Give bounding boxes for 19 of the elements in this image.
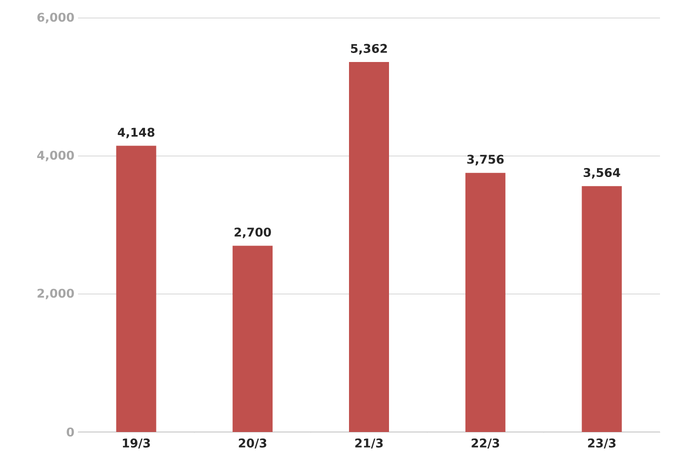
data-label: 3,756 — [467, 154, 504, 166]
x-tick-label: 20/3 — [238, 438, 266, 448]
y-tick-label: 2,000 — [38, 288, 74, 300]
y-tick-label: 6,000 — [37, 12, 74, 24]
data-label: 3,564 — [584, 168, 620, 179]
x-tick-label: 23/3 — [588, 438, 616, 448]
data-label: 5,362 — [351, 44, 387, 55]
bar — [582, 186, 622, 432]
x-tick-label: 21/3 — [355, 438, 383, 448]
y-tick-label: 0 — [66, 427, 74, 437]
bar — [116, 146, 156, 432]
bar — [465, 172, 506, 432]
bar — [349, 62, 389, 432]
y-tick-label: 4,000 — [37, 150, 74, 162]
x-tick-label: 19/3 — [122, 438, 150, 448]
data-label: 2,700 — [234, 228, 271, 238]
x-tick-label: 22/3 — [472, 438, 500, 448]
bar — [232, 246, 273, 432]
data-label: 4,148 — [118, 128, 154, 138]
